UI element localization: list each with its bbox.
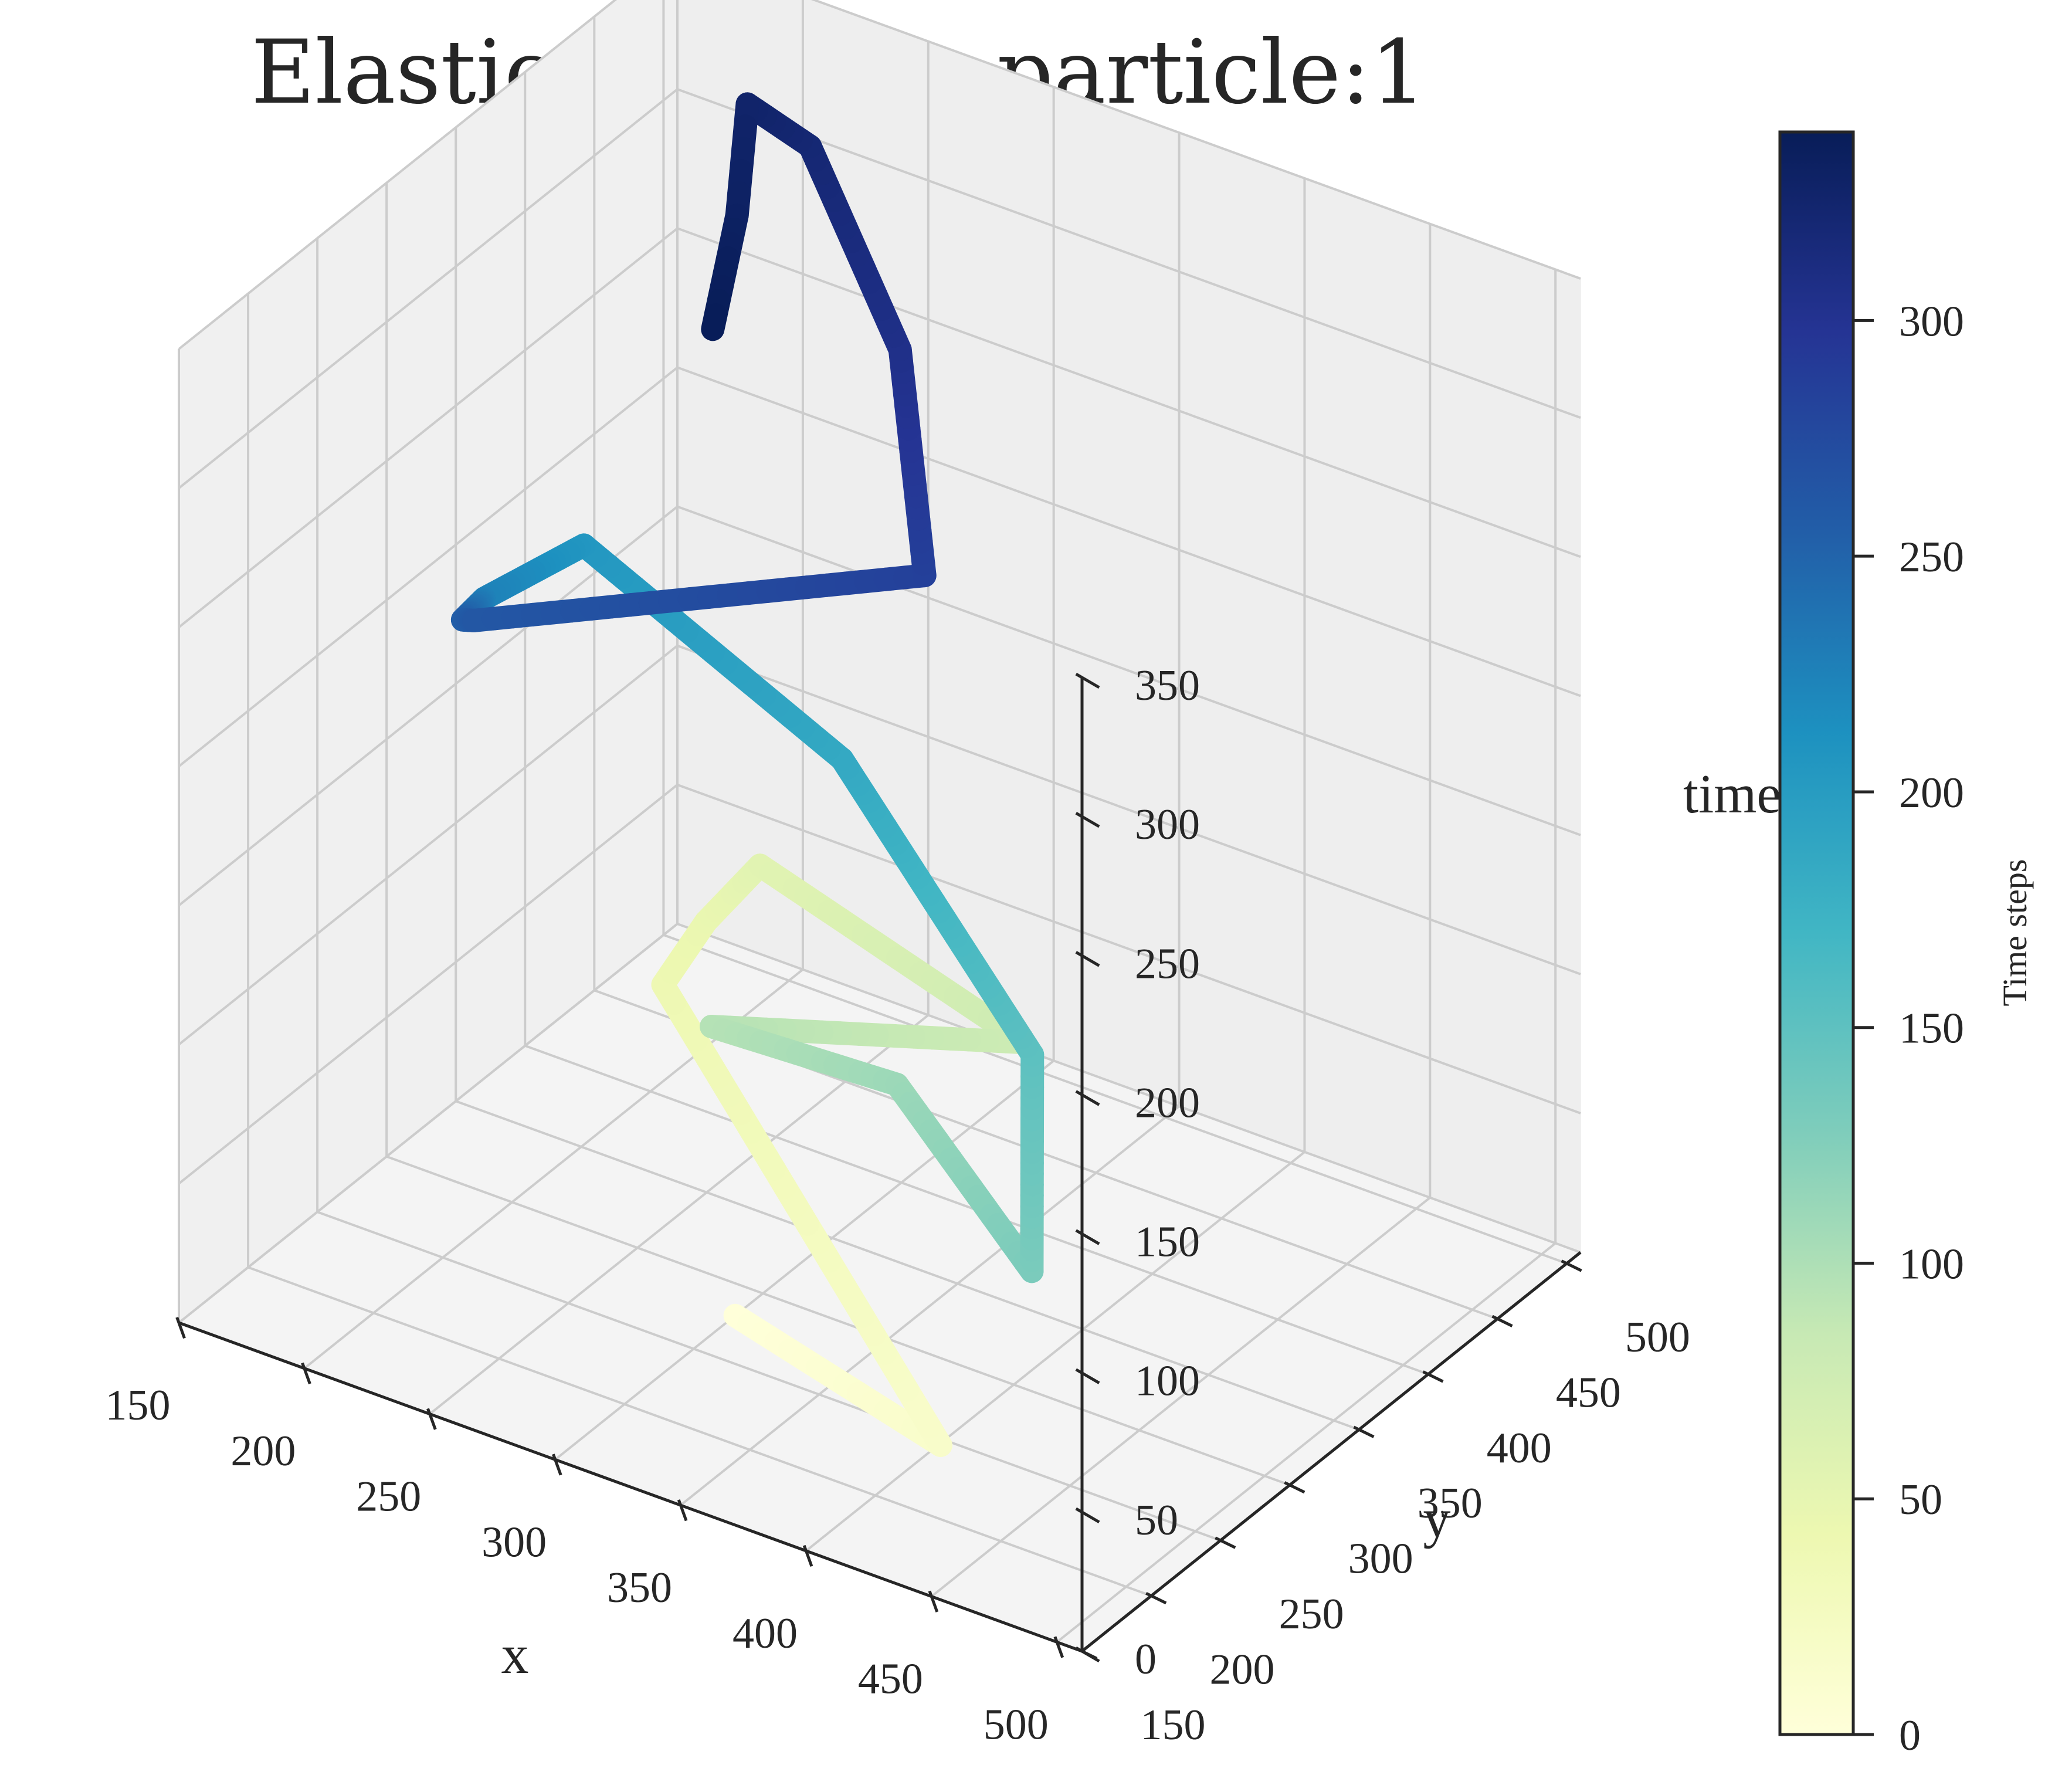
y-tick-label: 500 [1625, 1313, 1690, 1361]
y-tick-mark [1215, 1536, 1236, 1549]
gridline-side-z [178, 506, 679, 907]
x-tick-label: 450 [858, 1655, 923, 1703]
x-tick-label: 500 [984, 1700, 1049, 1749]
z-tick-label: 350 [1135, 662, 1200, 710]
x-tick-mark [175, 1316, 186, 1339]
y-tick-label: 250 [1279, 1590, 1344, 1638]
gridline-back-z [677, 923, 1581, 1254]
colorbar-tick-label: 0 [1899, 1712, 1921, 1760]
z-tick-mark [1075, 1368, 1100, 1384]
colorbar-tick-label: 50 [1899, 1476, 1942, 1524]
z-tick-mark [1075, 1646, 1100, 1663]
y-tick-label: 450 [1556, 1368, 1621, 1417]
colorbar-bar [1778, 130, 1855, 1736]
y-tick-mark [1284, 1481, 1305, 1494]
x-tick-label: 200 [230, 1427, 296, 1475]
gridline-back-z [677, 366, 1581, 697]
gridline-side-z [178, 645, 679, 1046]
gridline-side-z [178, 366, 679, 767]
x-tick-label: 250 [356, 1473, 421, 1521]
colorbar: 0 50 100 150 200 250 300 Time steps [1778, 130, 2034, 1760]
trajectory-segment [701, 303, 728, 341]
z-tick-mark [1075, 672, 1100, 689]
x-tick-mark [1053, 1636, 1064, 1658]
y-tick-mark [1422, 1370, 1444, 1383]
colorbar-label: Time steps [1996, 859, 2034, 1007]
gridline-side-z [178, 88, 679, 489]
y-tick-mark [1561, 1259, 1582, 1272]
z-tick-label: 300 [1135, 801, 1200, 849]
gridline-back-z [677, 505, 1581, 836]
y-tick-label: 150 [1141, 1701, 1206, 1749]
x-tick-mark [551, 1454, 562, 1476]
z-tick-label: 250 [1135, 940, 1200, 988]
z-axis-label-wrap: time [1683, 764, 1781, 825]
y-tick-label: 300 [1348, 1535, 1413, 1583]
colorbar-tick-label: 300 [1899, 297, 1964, 345]
gridline-side-z [178, 227, 679, 628]
colorbar-tick-label: 250 [1899, 533, 1964, 581]
gridline-side-z [178, 784, 679, 1185]
gridline-back-z [677, 644, 1581, 975]
trajectory-series [450, 92, 1045, 1457]
gridline-back-z [677, 783, 1581, 1115]
y-tick-mark [1491, 1315, 1513, 1327]
gridline-back-z [677, 227, 1581, 558]
x-tick-label: 400 [733, 1610, 798, 1658]
z-tick-label: 0 [1135, 1635, 1157, 1683]
z-tick-mark [1075, 1229, 1100, 1245]
x-tick-mark [301, 1362, 311, 1384]
y-tick-label: 200 [1210, 1646, 1275, 1694]
x-tick-mark [802, 1544, 813, 1567]
axes-panes [177, 0, 1582, 1652]
gridline-floor-y [663, 934, 1568, 1265]
z-tick-label: 50 [1135, 1496, 1178, 1544]
z-axis-label: time [1683, 764, 1781, 825]
gridline-back-z [677, 88, 1581, 419]
colorbar-ticks: 0 50 100 150 200 250 300 [1853, 297, 1964, 1760]
y-axis-label: y [1423, 1488, 1451, 1549]
z-tick-mark [1075, 1507, 1100, 1524]
gridline-floor-y [386, 1155, 1290, 1486]
gridline-floor-y [317, 1211, 1221, 1542]
z-tick-mark [1075, 951, 1100, 967]
colorbar-tick-label: 200 [1899, 769, 1964, 817]
z-tick-mark [1075, 812, 1100, 828]
colorbar-tick-label: 100 [1899, 1240, 1964, 1288]
z-tick-label: 150 [1135, 1218, 1200, 1266]
x-tick-mark [677, 1499, 688, 1522]
y-tick-label: 400 [1487, 1424, 1552, 1472]
z-tick-label: 100 [1135, 1357, 1200, 1405]
x-tick-label: 150 [106, 1381, 171, 1429]
y-tick-label: 350 [1417, 1479, 1483, 1527]
x-tick-mark [426, 1408, 437, 1430]
x-tick-label: 300 [481, 1518, 547, 1566]
gridline-side-z [178, 0, 617, 350]
gridline-back-z [811, 0, 1581, 280]
y-tick-mark [1145, 1591, 1167, 1605]
x-tick-label: 350 [607, 1564, 672, 1612]
x-tick-mark [928, 1590, 939, 1613]
z-tick-mark [1075, 1090, 1100, 1106]
colorbar-tick-label: 150 [1899, 1005, 1964, 1053]
gridline-floor-y [455, 1100, 1359, 1431]
gridline-side-z [178, 923, 679, 1324]
y-tick-mark [1353, 1425, 1375, 1438]
x-axis-label: x [501, 1624, 529, 1685]
gridline-floor-y [247, 1266, 1152, 1597]
z-tick-label: 200 [1135, 1079, 1200, 1127]
